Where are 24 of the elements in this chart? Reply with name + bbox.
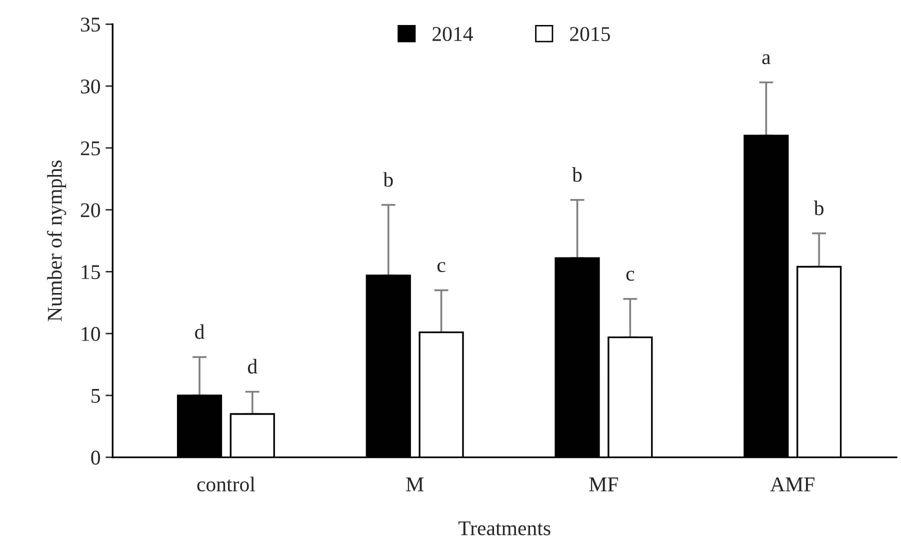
y-tick-label: 0	[91, 450, 100, 465]
y-tick-label: 15	[82, 265, 100, 280]
annotation: c	[437, 262, 446, 272]
x-axis-title: Treatments	[458, 521, 550, 536]
y-tick-label: 25	[80, 141, 100, 156]
annotation: d	[248, 358, 258, 374]
annotation: a	[762, 54, 770, 64]
annotation: d	[195, 324, 204, 339]
x-tick-label: M	[406, 478, 424, 492]
x-tick-label: MF	[589, 478, 618, 492]
x-tick-label: control	[197, 476, 256, 492]
y-axis-title: Number of nymphs	[46, 160, 66, 322]
x-tick-label: AMF	[770, 477, 814, 492]
annotation: b	[814, 200, 824, 216]
y-tick-label: 30	[80, 79, 100, 94]
y-tick-label: 20	[80, 203, 100, 218]
y-tick-label: 5	[92, 389, 100, 403]
annotation: b	[572, 167, 582, 182]
annotation: b	[383, 172, 393, 187]
legend-label: 2015	[570, 26, 610, 42]
y-tick-label: 10	[82, 326, 100, 341]
annotation: c	[626, 270, 634, 281]
y-tick-label: 35	[80, 18, 100, 32]
legend-label: 2014	[432, 26, 473, 42]
